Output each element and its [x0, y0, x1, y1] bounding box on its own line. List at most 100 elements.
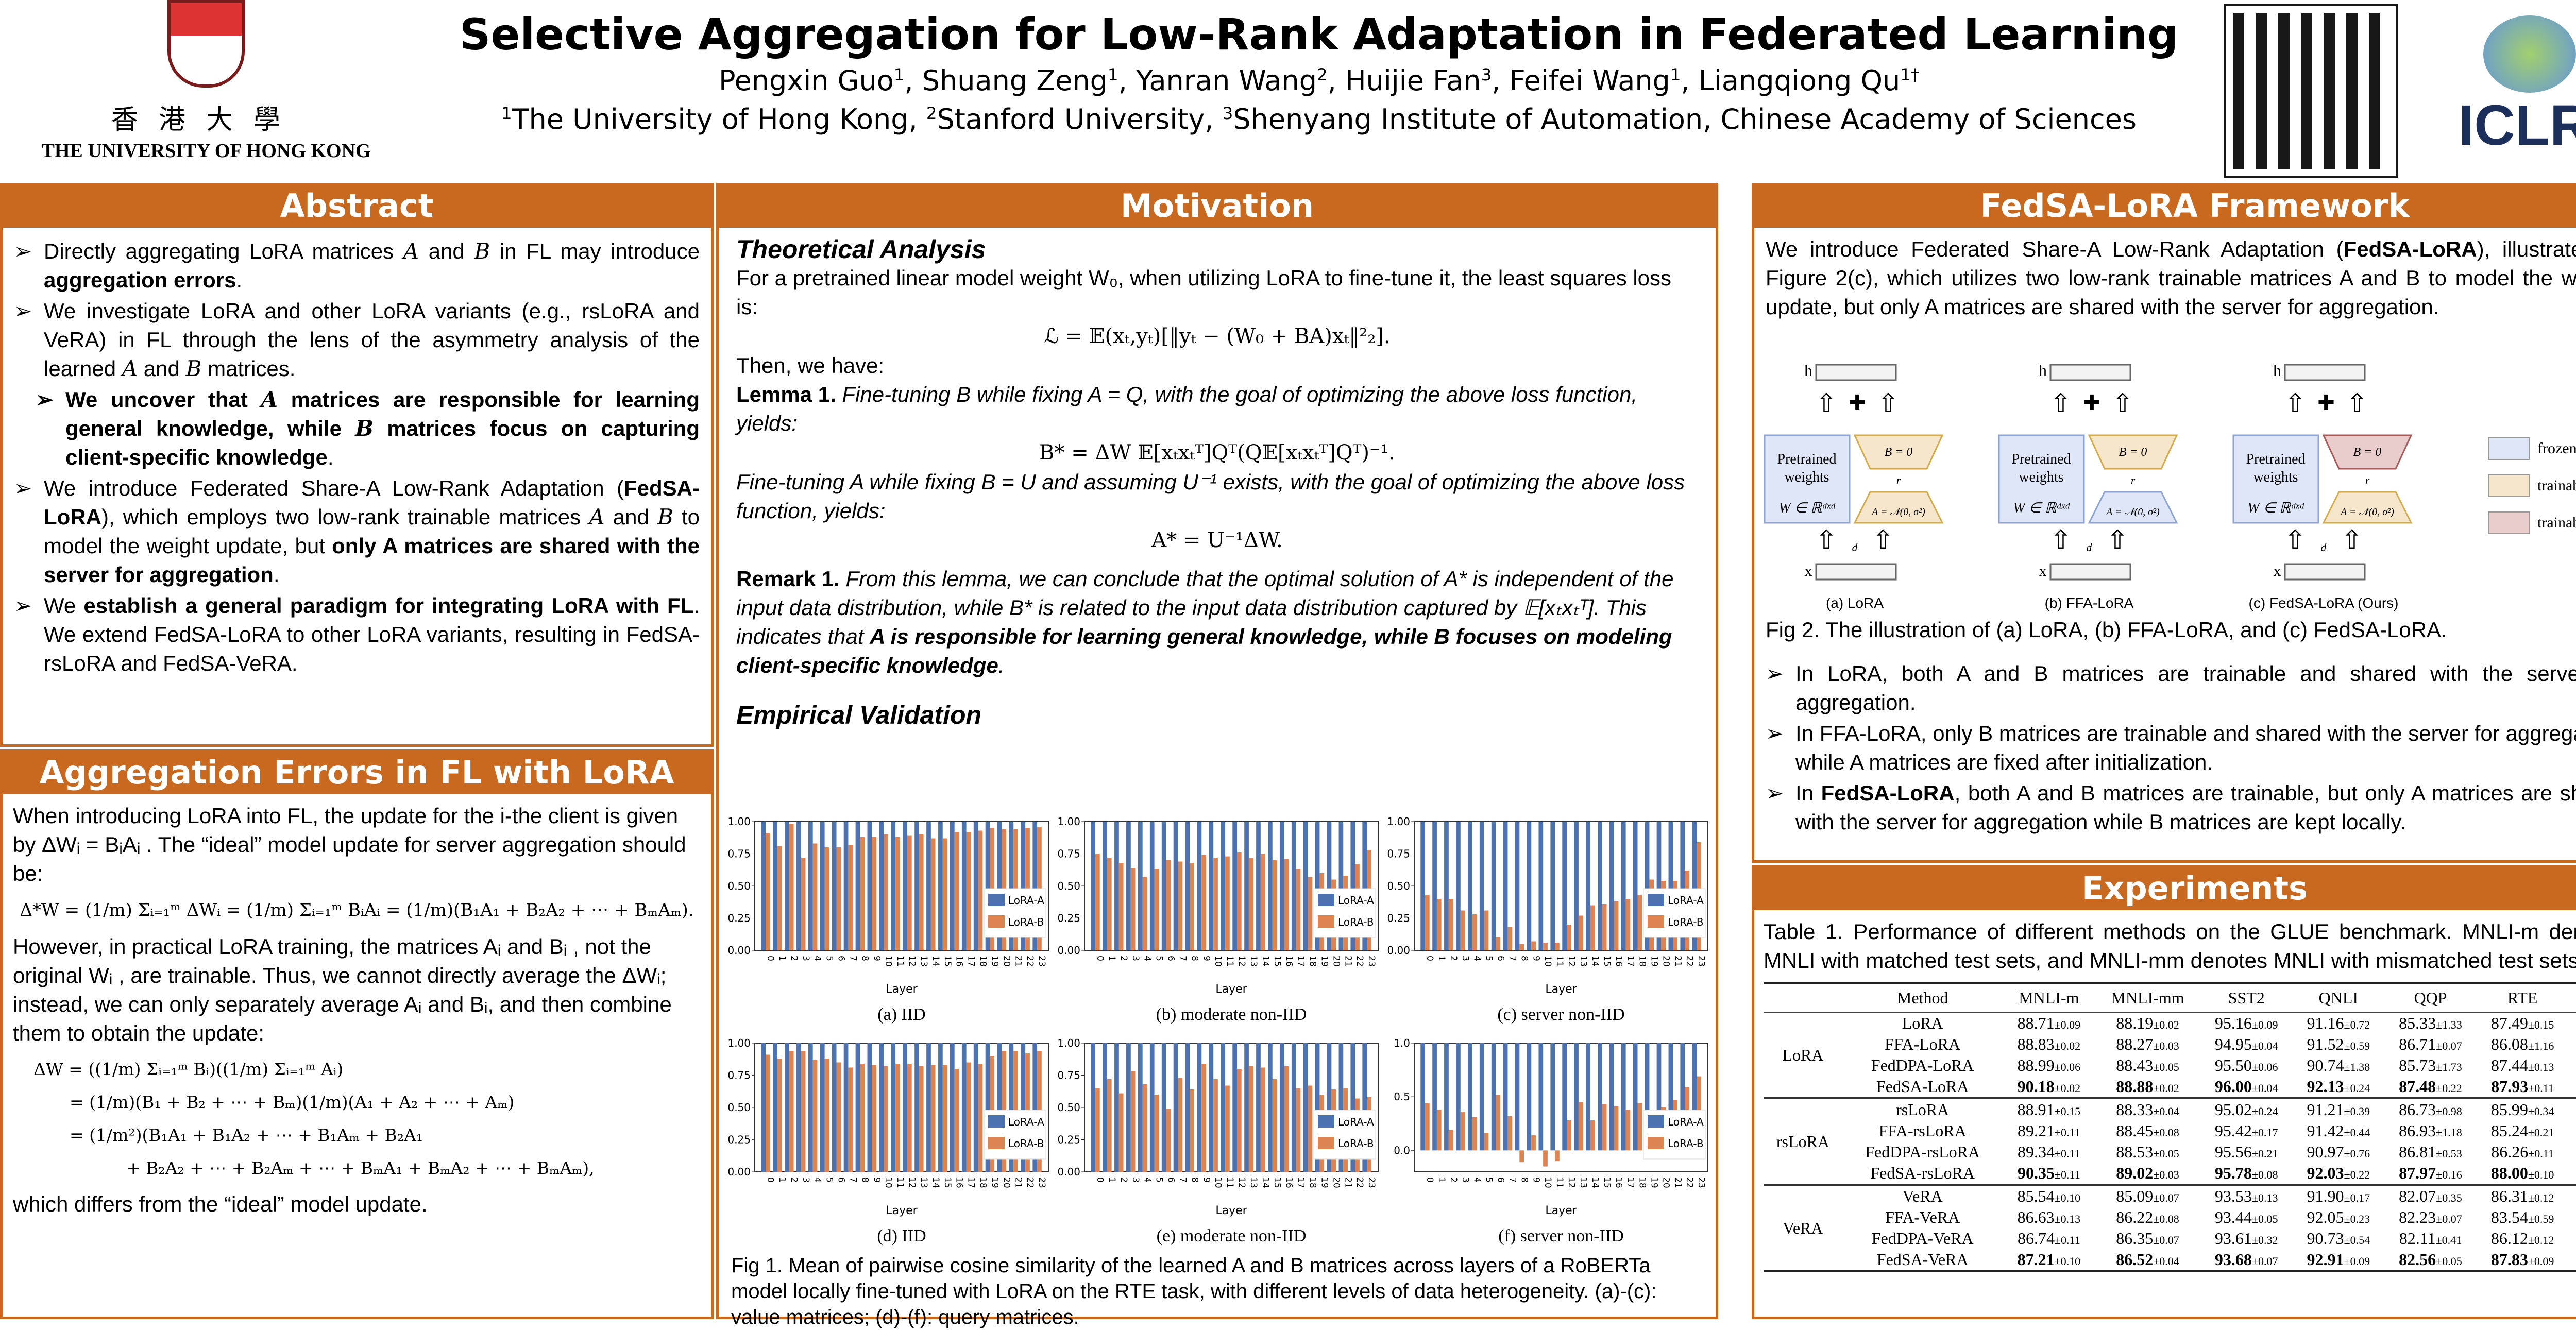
bar-LoRA-A	[1574, 1043, 1579, 1151]
bar-LoRA-A	[1609, 1043, 1614, 1151]
score-cell: 92.91±0.09	[2307, 1250, 2370, 1269]
x-tick-label: 0	[765, 956, 775, 961]
x-tick-label: 22	[1684, 1177, 1694, 1188]
score-cell: 92.05±0.23	[2307, 1208, 2370, 1226]
bar-LoRA-B	[1555, 1150, 1560, 1162]
score-cell: 95.42±0.17	[2214, 1121, 2278, 1140]
bar-LoRA-A	[1562, 822, 1567, 950]
matrix-b-label: B = 0	[1885, 446, 1913, 459]
bar-LoRA-A	[938, 822, 943, 950]
x-tick-label: 11	[1225, 1177, 1235, 1188]
bar-LoRA-B	[848, 1067, 853, 1172]
bar-LoRA-A	[961, 822, 967, 950]
bar-LoRA-B	[1448, 1130, 1453, 1151]
plus-icon: ✚	[1849, 391, 1866, 414]
bar-LoRA-A	[1680, 1043, 1685, 1151]
bar-LoRA-B	[1448, 899, 1453, 950]
x-tick-label: 15	[942, 1177, 953, 1188]
bar-LoRA-A	[1338, 1043, 1344, 1172]
bar-LoRA-A	[1221, 822, 1226, 950]
qr-code-icon[interactable]	[2224, 4, 2398, 178]
paragraph: We introduce Federated Share-A Low-Rank …	[1766, 237, 2576, 319]
panel-caption: (a) LoRA	[1826, 595, 1884, 611]
bar-LoRA-A	[1256, 822, 1261, 950]
bar-LoRA-B	[978, 830, 983, 950]
bar-LoRA-A	[1161, 1043, 1166, 1172]
legend-label: LoRA-A	[1008, 1116, 1044, 1128]
bar-LoRA-B	[1543, 1150, 1548, 1167]
author: Huijie Fan3	[1345, 64, 1492, 97]
method-cell: FedDPA-VeRA	[1871, 1229, 1974, 1248]
bar-chart: 0.000.250.500.751.000 1 2 3 4 5 6 7 8 9 10 11 12 13 14…	[1057, 816, 1379, 1024]
group-label: VeRA	[1783, 1218, 1823, 1237]
x-tick-label: 6	[836, 956, 846, 961]
x-tick-label: 8	[1189, 1177, 1199, 1183]
bar-LoRA-B	[895, 1064, 900, 1172]
legend-swatch	[1648, 915, 1664, 928]
bar-LoRA-A	[1656, 1043, 1662, 1151]
column-header: MNLI-mm	[2111, 988, 2184, 1007]
framework-panel: h ✚ ⇧ ⇧ Pretrained weights W ∈ ℝᵈˣᵈ B = 0 r A = 𝒩…	[2232, 361, 2413, 611]
plus-icon: ✚	[2317, 391, 2335, 414]
x-tick-label: 0	[1425, 956, 1435, 961]
pretrained-label: weights	[2253, 469, 2298, 485]
panel-caption: (c) FedSA-LoRA (Ours)	[2249, 595, 2399, 611]
bar-LoRA-A	[808, 822, 813, 950]
x-tick-label: 23	[1366, 1177, 1377, 1188]
x-tick-label: 23	[1037, 956, 1047, 967]
score-cell: 94.95±0.04	[2214, 1035, 2278, 1053]
x-tick-label: 6	[1496, 1177, 1506, 1183]
bar-LoRA-A	[1126, 822, 1131, 950]
bar-LoRA-A	[1103, 1043, 1107, 1172]
x-tick-label: 13	[919, 956, 929, 967]
chart-legend: LoRA-A LoRA-B	[984, 888, 1046, 938]
column-header: MNLI-m	[2019, 988, 2079, 1007]
score-cell: 92.13±0.24	[2307, 1077, 2370, 1096]
chart-legend: LoRA-A LoRA-B	[1643, 1110, 1706, 1160]
legend-swatch	[1648, 1137, 1664, 1149]
avg-cell: 89.33	[2568, 1012, 2576, 1034]
iclr-wordmark: ICLR	[2458, 94, 2576, 157]
score-cell: 89.34±0.11	[2017, 1143, 2080, 1161]
score-cell: 93.68±0.07	[2214, 1250, 2278, 1269]
bar-LoRA-B	[1531, 941, 1536, 950]
bar-LoRA-A	[914, 1043, 919, 1172]
bar-LoRA-A	[1621, 1043, 1626, 1151]
x-tick-label: 19	[1649, 1177, 1659, 1188]
legend-label: LoRA-A	[1668, 1116, 1704, 1128]
bar-LoRA-A	[1479, 822, 1484, 950]
x-tick-label: 21	[1013, 1177, 1023, 1188]
abstract-bullet: We investigate LoRA and other LoRA varia…	[14, 297, 700, 383]
x-tick-label: 4	[1142, 1177, 1153, 1183]
bar-LoRA-A	[1527, 1043, 1532, 1151]
x-tick-label: 14	[1590, 1177, 1600, 1188]
bar-LoRA-B	[1425, 1103, 1430, 1151]
hku-crest-icon	[167, 0, 245, 88]
bar-LoRA-A	[1432, 1043, 1437, 1151]
bar-LoRA-A	[1315, 822, 1320, 950]
bar-LoRA-B	[848, 845, 853, 950]
x-tick-label: 21	[1343, 1177, 1353, 1188]
legend-label: LoRA-B	[1338, 1137, 1374, 1150]
bar-LoRA-A	[1444, 822, 1449, 950]
bar-LoRA-A	[1503, 822, 1508, 950]
pretrained-weights-block	[1764, 434, 1851, 524]
y-tick-label: 0.50	[1057, 1101, 1080, 1114]
bar-LoRA-A	[1538, 1043, 1544, 1151]
equation-ideal-update: Δ*W = (1/m) Σᵢ₌₁ᵐ ΔWᵢ = (1/m) Σᵢ₌₁ᵐ BᵢAᵢ…	[20, 900, 694, 920]
bar-LoRA-A	[985, 1043, 990, 1172]
bar-LoRA-B	[789, 1051, 794, 1172]
table-row: FedDPA-VeRA 86.74±0.11 86.35±0.07 93.61±0.3…	[1764, 1228, 2576, 1249]
method-cell: FFA-LoRA	[1885, 1035, 1961, 1053]
bar-LoRA-B	[1567, 925, 1571, 950]
bar-LoRA-B	[1190, 1089, 1195, 1172]
x-tick-label: 9	[1201, 956, 1211, 961]
bar-LoRA-A	[1126, 1043, 1131, 1172]
bar-LoRA-B	[789, 824, 794, 950]
score-cell: 82.07±0.35	[2399, 1187, 2462, 1205]
score-cell: 82.11±0.41	[2399, 1229, 2462, 1248]
bar-LoRA-A	[1185, 1043, 1190, 1172]
dim-label: d	[2087, 541, 2093, 554]
bar-LoRA-B	[1095, 1088, 1100, 1172]
bar-LoRA-A	[1562, 1043, 1567, 1151]
